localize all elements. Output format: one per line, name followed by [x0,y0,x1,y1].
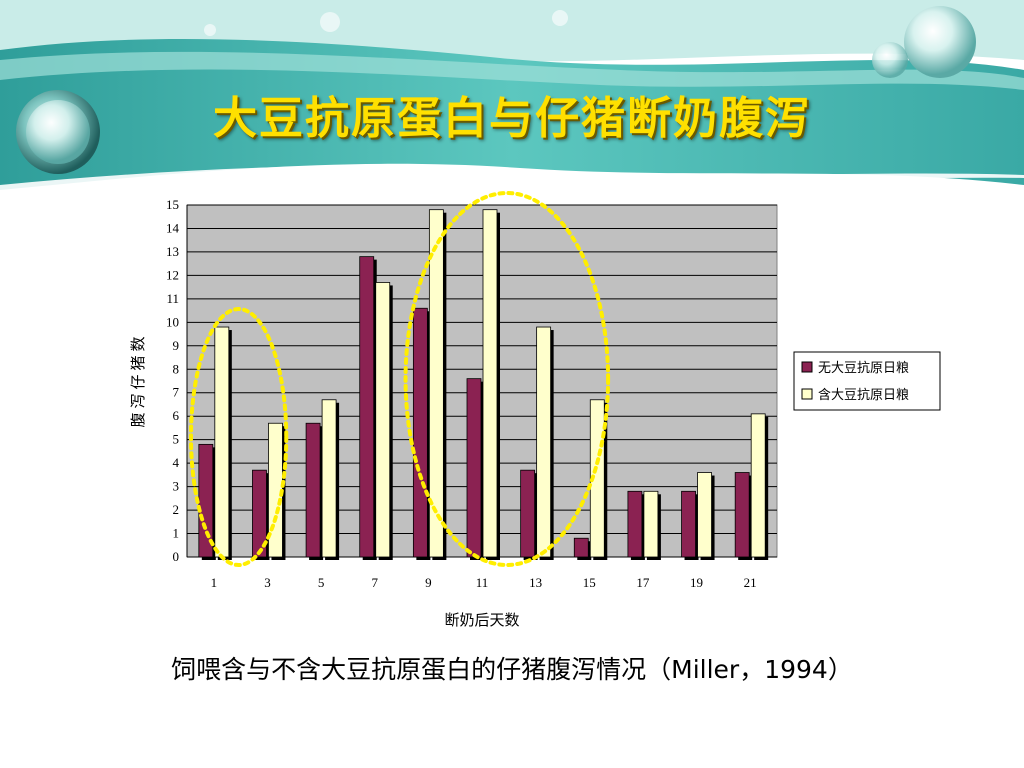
bar-series1-day-5 [305,422,321,558]
y-tick-label: 12 [166,267,179,282]
y-tick-label: 4 [173,455,180,470]
x-tick-label: 17 [636,575,650,590]
banner-wave-top [0,0,1024,70]
bar-series1-day-11 [466,378,482,558]
x-tick-label: 5 [318,575,325,590]
x-tick-label: 3 [264,575,271,590]
bar-series1-day-13 [520,469,536,558]
bars [198,209,769,560]
bar-series2-day-15 [589,399,605,558]
x-tick-label: 7 [371,575,378,590]
y-tick-label: 7 [173,385,180,400]
legend-box [793,351,941,411]
slide-title: 大豆抗原蛋白与仔猪断奶腹泻 [213,93,811,144]
bubble-icon [26,100,90,164]
annotations [189,191,611,567]
y-tick-label: 9 [173,338,180,353]
highlight-ellipse [189,307,289,567]
bar-series1-day-3 [252,469,267,558]
x-tick-label: 13 [529,575,542,590]
x-tick-label: 19 [690,575,703,590]
x-tick-label: 21 [744,575,757,590]
legend: 无大豆抗原日粮 含大豆抗原日粮 [793,351,941,411]
legend-label-series1: 无大豆抗原日粮 [818,361,909,376]
x-tick-label: 11 [476,575,489,590]
bar-series1-day-19 [681,490,696,558]
highlight-ellipse [403,191,611,567]
y-tick-label: 0 [173,549,180,564]
bar-series2-day-5 [321,399,337,558]
bar-series2-day-13 [536,326,552,558]
bar-series2-day-21 [750,413,766,558]
y-tick-label: 13 [166,244,179,259]
figure-caption: 饲喂含与不含大豆抗原蛋白的仔猪腹泻情况（Miller，1994） [171,655,853,684]
y-tick-label: 1 [173,526,180,541]
bar-series2-day-1 [214,326,230,558]
y-tick-label: 3 [173,479,180,494]
bar-series1-day-15 [573,537,589,558]
bar-series2-day-19 [697,472,712,558]
legend-swatch-series1 [801,361,813,373]
bar-series1-day-7 [359,256,375,558]
banner-wave-bottom [0,165,1024,192]
y-tick-label: 8 [173,361,180,376]
y-tick-label: 10 [166,314,179,329]
y-axis-title: 腹泻仔猪数 [129,332,147,427]
banner-wave-highlight [0,51,1024,90]
bar-series2-day-7 [375,282,391,558]
bubble-icon [204,24,216,36]
legend-swatch-series2 [801,388,813,400]
y-tick-label: 6 [173,408,180,423]
bar-series2-day-11 [482,209,498,558]
y-tick-label: 14 [166,220,180,235]
y-tick-label: 2 [173,502,180,517]
bubble-icon [552,10,568,26]
x-tick-label: 1 [211,575,218,590]
x-axis-title: 断奶后天数 [444,611,519,629]
bar-series1-day-17 [627,490,643,558]
bubble-icon [872,42,908,78]
bubble-icon [904,6,976,78]
bar-series1-day-9 [412,307,428,558]
x-tick-label: 15 [583,575,596,590]
bar-series2-day-9 [428,209,444,558]
bar-series2-day-17 [643,490,659,558]
x-tick-label: 9 [425,575,432,590]
y-tick-label: 5 [173,432,180,447]
header-banner [0,0,1024,192]
bubble-icon [320,12,340,32]
y-tick-label: 11 [166,291,179,306]
y-tick-label: 15 [166,197,179,212]
legend-label-series2: 含大豆抗原日粮 [818,387,909,403]
bar-series1-day-21 [734,472,750,558]
